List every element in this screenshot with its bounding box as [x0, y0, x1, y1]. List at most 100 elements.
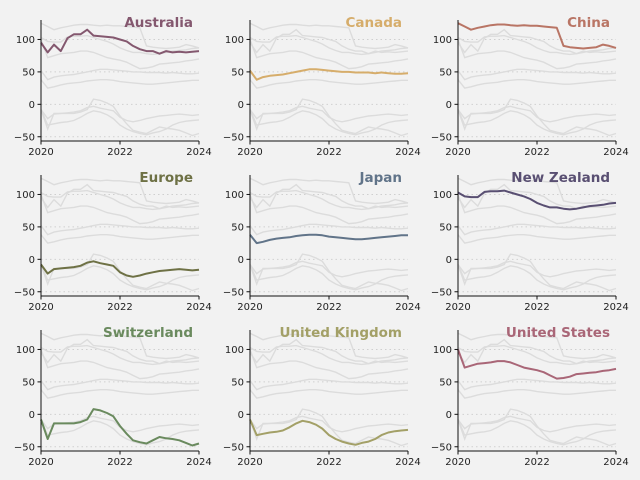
- background-line-japan: [457, 78, 616, 89]
- y-tick-label: 50: [439, 222, 452, 233]
- y-tick-label: −50: [14, 132, 35, 143]
- background-line-switzerland: [40, 98, 200, 137]
- series-line-japan: [249, 233, 408, 245]
- y-tick-label: −50: [14, 442, 35, 453]
- series-line-new-zealand: [457, 189, 617, 211]
- background-line-united-states: [40, 194, 200, 225]
- background-line-new-zealand: [40, 344, 200, 366]
- background-line-united-states: [249, 194, 409, 225]
- panel-title-united-states: United States: [506, 325, 610, 341]
- panel-united-states: 100 50 0 −50 2020 2022 2024 United States: [431, 325, 629, 468]
- panel-canada: 100 50 0 −50 2020 2022 2024 Canada: [223, 15, 421, 158]
- background-line-switzerland: [249, 253, 409, 292]
- background-line-new-zealand: [457, 34, 617, 56]
- panel-title-china: China: [567, 15, 610, 31]
- background-line-united-states: [40, 39, 200, 70]
- background-line-united-kingdom: [40, 419, 200, 446]
- y-tick-label: 100: [225, 345, 244, 356]
- background-line-japan: [457, 389, 616, 399]
- series-line-united-kingdom: [249, 419, 409, 446]
- background-line-china: [457, 177, 617, 205]
- x-tick-label: 2020: [237, 457, 262, 468]
- x-tick-label: 2024: [395, 457, 420, 468]
- background-line-china: [40, 332, 200, 360]
- panel-title-europe: Europe: [139, 170, 193, 186]
- x-tick-label: 2022: [524, 457, 549, 468]
- background-line-united-kingdom: [40, 264, 200, 291]
- x-tick-label: 2022: [316, 147, 341, 158]
- background-line-australia: [457, 28, 617, 55]
- background-line-japan: [249, 78, 408, 89]
- background-line-china: [249, 177, 409, 205]
- x-tick-label: 2020: [445, 302, 470, 313]
- background-line-japan: [457, 233, 616, 244]
- background-line-china: [40, 22, 200, 50]
- y-tick-label: 50: [22, 67, 35, 78]
- background-line-canada: [40, 378, 200, 391]
- background-line-united-kingdom: [249, 109, 409, 136]
- panel-europe: 100 50 0 −50 2020 2022 2024 Europe: [14, 170, 212, 313]
- y-tick-label: 0: [29, 100, 35, 111]
- background-line-canada: [457, 68, 617, 81]
- y-tick-label: 0: [446, 410, 452, 421]
- panel-title-australia: Australia: [124, 15, 193, 31]
- x-tick-label: 2020: [237, 147, 262, 158]
- background-line-united-states: [249, 39, 409, 70]
- y-tick-label: 0: [238, 100, 244, 111]
- background-line-new-zealand: [249, 34, 409, 56]
- x-tick-label: 2024: [603, 457, 628, 468]
- y-tick-label: 100: [16, 190, 35, 201]
- background-line-united-kingdom: [40, 109, 200, 136]
- x-tick-label: 2024: [603, 147, 628, 158]
- y-tick-label: −50: [431, 287, 452, 298]
- background-line-switzerland: [249, 98, 409, 137]
- x-tick-label: 2024: [395, 147, 420, 158]
- y-tick-label: 100: [433, 35, 452, 46]
- x-tick-label: 2022: [107, 302, 132, 313]
- background-line-canada: [40, 68, 200, 81]
- background-line-australia: [249, 183, 409, 210]
- x-tick-label: 2020: [445, 457, 470, 468]
- y-tick-label: 100: [225, 35, 244, 46]
- x-tick-label: 2024: [603, 302, 628, 313]
- panel-title-canada: Canada: [345, 15, 402, 31]
- x-tick-label: 2022: [524, 302, 549, 313]
- y-tick-label: 0: [238, 410, 244, 421]
- y-tick-label: −50: [14, 287, 35, 298]
- background-line-new-zealand: [249, 344, 409, 366]
- background-line-japan: [249, 389, 408, 399]
- background-line-australia: [249, 28, 409, 55]
- background-line-japan: [40, 233, 199, 244]
- x-tick-label: 2022: [316, 457, 341, 468]
- background-line-australia: [249, 338, 409, 365]
- y-tick-label: 100: [433, 190, 452, 201]
- y-tick-label: 100: [433, 345, 452, 356]
- background-line-canada: [249, 378, 409, 391]
- y-tick-label: 0: [446, 255, 452, 266]
- x-tick-label: 2020: [237, 302, 262, 313]
- background-line-new-zealand: [457, 344, 617, 366]
- background-line-new-zealand: [40, 34, 200, 56]
- background-line-united-kingdom: [457, 264, 617, 291]
- background-line-australia: [40, 338, 200, 365]
- series-line-europe: [40, 260, 200, 278]
- panel-switzerland: 100 50 0 −50 2020 2022 2024 Switzerland: [14, 325, 212, 468]
- background-line-china: [40, 177, 200, 205]
- background-line-switzerland: [457, 408, 617, 447]
- background-line-new-zealand: [249, 189, 409, 211]
- y-tick-label: 50: [22, 222, 35, 233]
- background-line-united-kingdom: [249, 264, 409, 291]
- background-line-united-states: [457, 194, 617, 225]
- background-line-japan: [40, 389, 199, 399]
- background-line-united-kingdom: [457, 109, 617, 136]
- y-tick-label: 100: [16, 345, 35, 356]
- x-tick-label: 2024: [186, 457, 211, 468]
- x-tick-label: 2022: [107, 147, 132, 158]
- panel-china: 100 50 0 −50 2020 2022 2024 China: [431, 15, 629, 158]
- background-line-new-zealand: [40, 189, 200, 211]
- y-tick-label: 0: [446, 100, 452, 111]
- x-tick-label: 2024: [395, 302, 420, 313]
- y-tick-label: −50: [223, 442, 244, 453]
- background-line-united-kingdom: [457, 419, 617, 446]
